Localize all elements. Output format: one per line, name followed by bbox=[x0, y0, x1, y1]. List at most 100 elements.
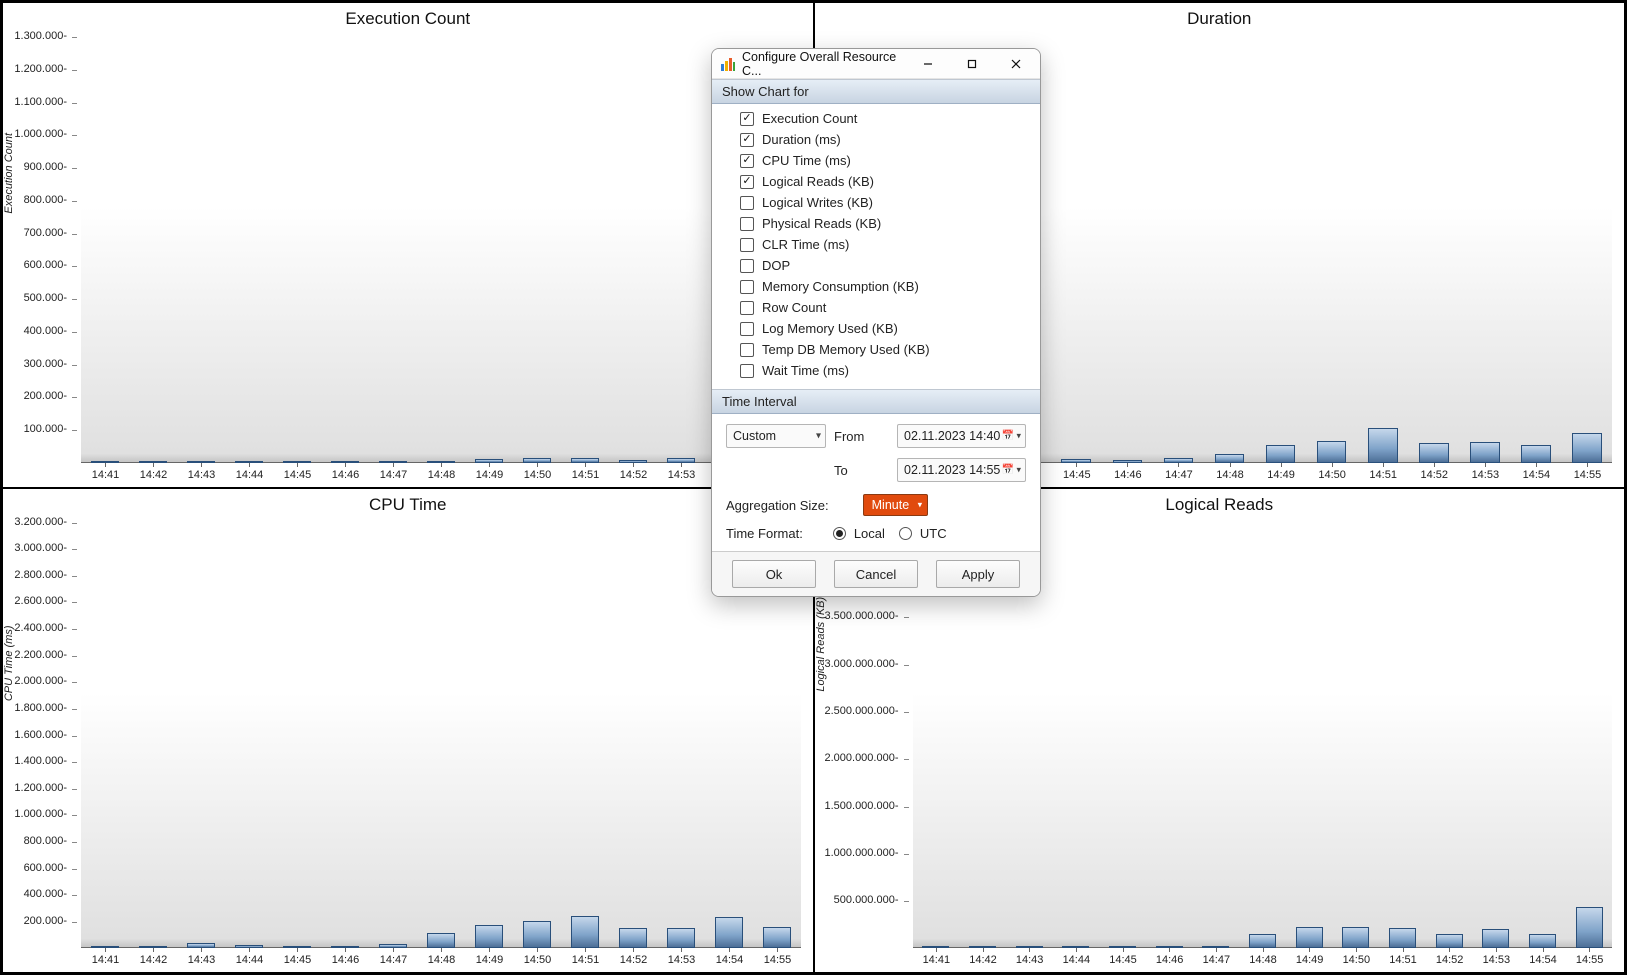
chart-bar[interactable] bbox=[523, 458, 551, 463]
y-tick-label: 2.500.000.000- bbox=[824, 705, 898, 717]
chart-bar[interactable] bbox=[1016, 946, 1043, 948]
chart-bar[interactable] bbox=[1572, 433, 1602, 463]
option-label: Duration (ms) bbox=[762, 132, 841, 147]
chart-bar[interactable] bbox=[379, 461, 407, 463]
checkbox-icon bbox=[740, 280, 754, 294]
chart-bar[interactable] bbox=[922, 946, 949, 948]
interval-mode-combo[interactable]: Custom ▾ bbox=[726, 424, 826, 448]
chart-bar[interactable] bbox=[1470, 442, 1500, 463]
chart-bar[interactable] bbox=[1156, 946, 1183, 948]
chart-bar[interactable] bbox=[619, 928, 647, 948]
configure-dialog: Configure Overall Resource C... Show Cha… bbox=[711, 48, 1041, 597]
chart-bar[interactable] bbox=[571, 458, 599, 462]
show-chart-option[interactable]: Logical Reads (KB) bbox=[740, 171, 1030, 192]
y-tick-label: 500.000- bbox=[7, 292, 67, 304]
chart-bar[interactable] bbox=[1215, 454, 1245, 463]
option-label: Execution Count bbox=[762, 111, 857, 126]
chart-bar[interactable] bbox=[1296, 927, 1323, 948]
plot-area[interactable]: 200.000-400.000-600.000-800.000-1.000.00… bbox=[81, 523, 801, 949]
chart-bar[interactable] bbox=[475, 459, 503, 463]
chart-bar[interactable] bbox=[1436, 934, 1463, 948]
chart-bar[interactable] bbox=[139, 461, 167, 463]
chart-bar[interactable] bbox=[1368, 428, 1398, 463]
chart-bar[interactable] bbox=[91, 461, 119, 463]
show-chart-option[interactable]: CPU Time (ms) bbox=[740, 150, 1030, 171]
show-chart-option[interactable]: CLR Time (ms) bbox=[740, 234, 1030, 255]
show-chart-option[interactable]: Duration (ms) bbox=[740, 129, 1030, 150]
chart-bar[interactable] bbox=[139, 946, 167, 948]
chart-bar[interactable] bbox=[1389, 928, 1416, 948]
show-chart-option[interactable]: Log Memory Used (KB) bbox=[740, 318, 1030, 339]
chart-bar[interactable] bbox=[427, 461, 455, 463]
from-datetime-input[interactable]: 02.11.2023 14:40 📅 bbox=[897, 424, 1026, 448]
chart-bar[interactable] bbox=[715, 917, 743, 948]
chart-bar[interactable] bbox=[619, 460, 647, 463]
chart-bar[interactable] bbox=[235, 461, 263, 463]
chart-bar[interactable] bbox=[187, 943, 215, 948]
show-chart-option[interactable]: Temp DB Memory Used (KB) bbox=[740, 339, 1030, 360]
cancel-button[interactable]: Cancel bbox=[834, 560, 918, 588]
chart-bar[interactable] bbox=[1317, 441, 1347, 463]
chart-bar[interactable] bbox=[1202, 946, 1229, 948]
chart-bar[interactable] bbox=[1109, 946, 1136, 948]
ok-button[interactable]: Ok bbox=[732, 560, 816, 588]
chart-bar[interactable] bbox=[763, 927, 791, 948]
chart-bar[interactable] bbox=[1482, 929, 1509, 948]
chart-bar[interactable] bbox=[1164, 458, 1194, 463]
time-format-utc-radio[interactable]: UTC bbox=[899, 526, 947, 541]
y-tick-label: 1.500.000.000- bbox=[824, 800, 898, 812]
plot-area[interactable]: 100.000-200.000-300.000-400.000-500.000-… bbox=[81, 37, 801, 463]
chart-bar[interactable] bbox=[1062, 946, 1089, 948]
chart-bar[interactable] bbox=[427, 933, 455, 948]
show-chart-option[interactable]: Execution Count bbox=[740, 108, 1030, 129]
chart-panel-cpu: CPU Time CPU Time (ms) 200.000-400.000-6… bbox=[2, 488, 814, 974]
chart-bar[interactable] bbox=[1576, 907, 1603, 948]
chart-bar[interactable] bbox=[283, 946, 311, 948]
aggregation-size-combo[interactable]: Minute ▾ bbox=[863, 494, 929, 516]
time-format-local-radio[interactable]: Local bbox=[833, 526, 885, 541]
y-tick-label: 2.800.000- bbox=[7, 569, 67, 581]
chart-bar[interactable] bbox=[667, 928, 695, 948]
chart-bar[interactable] bbox=[1521, 445, 1551, 463]
show-chart-option[interactable]: Row Count bbox=[740, 297, 1030, 318]
option-label: Logical Reads (KB) bbox=[762, 174, 874, 189]
chart-bar[interactable] bbox=[1342, 927, 1369, 948]
y-tick-label: 1.000.000.000- bbox=[824, 847, 898, 859]
checkbox-icon bbox=[740, 133, 754, 147]
show-chart-option[interactable]: Logical Writes (KB) bbox=[740, 192, 1030, 213]
chart-bar[interactable] bbox=[1113, 460, 1143, 463]
window-close-button[interactable] bbox=[994, 50, 1038, 78]
section-header-show-chart: Show Chart for bbox=[712, 79, 1040, 104]
chart-bar[interactable] bbox=[283, 461, 311, 463]
option-label: DOP bbox=[762, 258, 790, 273]
chart-bar[interactable] bbox=[379, 944, 407, 948]
chart-bar[interactable] bbox=[667, 458, 695, 462]
apply-button[interactable]: Apply bbox=[936, 560, 1020, 588]
chart-bar[interactable] bbox=[571, 916, 599, 948]
chart-bar[interactable] bbox=[523, 921, 551, 948]
chart-bar[interactable] bbox=[1249, 934, 1276, 948]
chart-bar[interactable] bbox=[1266, 445, 1296, 463]
chart-bar[interactable] bbox=[331, 461, 359, 463]
show-chart-option[interactable]: Wait Time (ms) bbox=[740, 360, 1030, 381]
show-chart-option[interactable]: DOP bbox=[740, 255, 1030, 276]
option-label: Memory Consumption (KB) bbox=[762, 279, 919, 294]
window-maximize-button[interactable] bbox=[950, 50, 994, 78]
chart-bar[interactable] bbox=[1419, 443, 1449, 463]
x-tick-label: 14:48 bbox=[428, 469, 456, 481]
chart-bar[interactable] bbox=[235, 945, 263, 948]
chart-bar[interactable] bbox=[969, 946, 996, 948]
dialog-titlebar[interactable]: Configure Overall Resource C... bbox=[712, 49, 1040, 79]
chart-bar[interactable] bbox=[91, 946, 119, 948]
y-tick-label: 3.500.000.000- bbox=[824, 610, 898, 622]
chart-bar[interactable] bbox=[475, 925, 503, 948]
to-datetime-input[interactable]: 02.11.2023 14:55 📅 bbox=[897, 458, 1026, 482]
show-chart-option[interactable]: Physical Reads (KB) bbox=[740, 213, 1030, 234]
chart-bar[interactable] bbox=[187, 461, 215, 463]
show-chart-option[interactable]: Memory Consumption (KB) bbox=[740, 276, 1030, 297]
chart-bar[interactable] bbox=[1061, 459, 1091, 463]
window-minimize-button[interactable] bbox=[906, 50, 950, 78]
chart-bar[interactable] bbox=[331, 946, 359, 948]
chart-bar[interactable] bbox=[1529, 934, 1556, 948]
radio-label: UTC bbox=[920, 526, 947, 541]
